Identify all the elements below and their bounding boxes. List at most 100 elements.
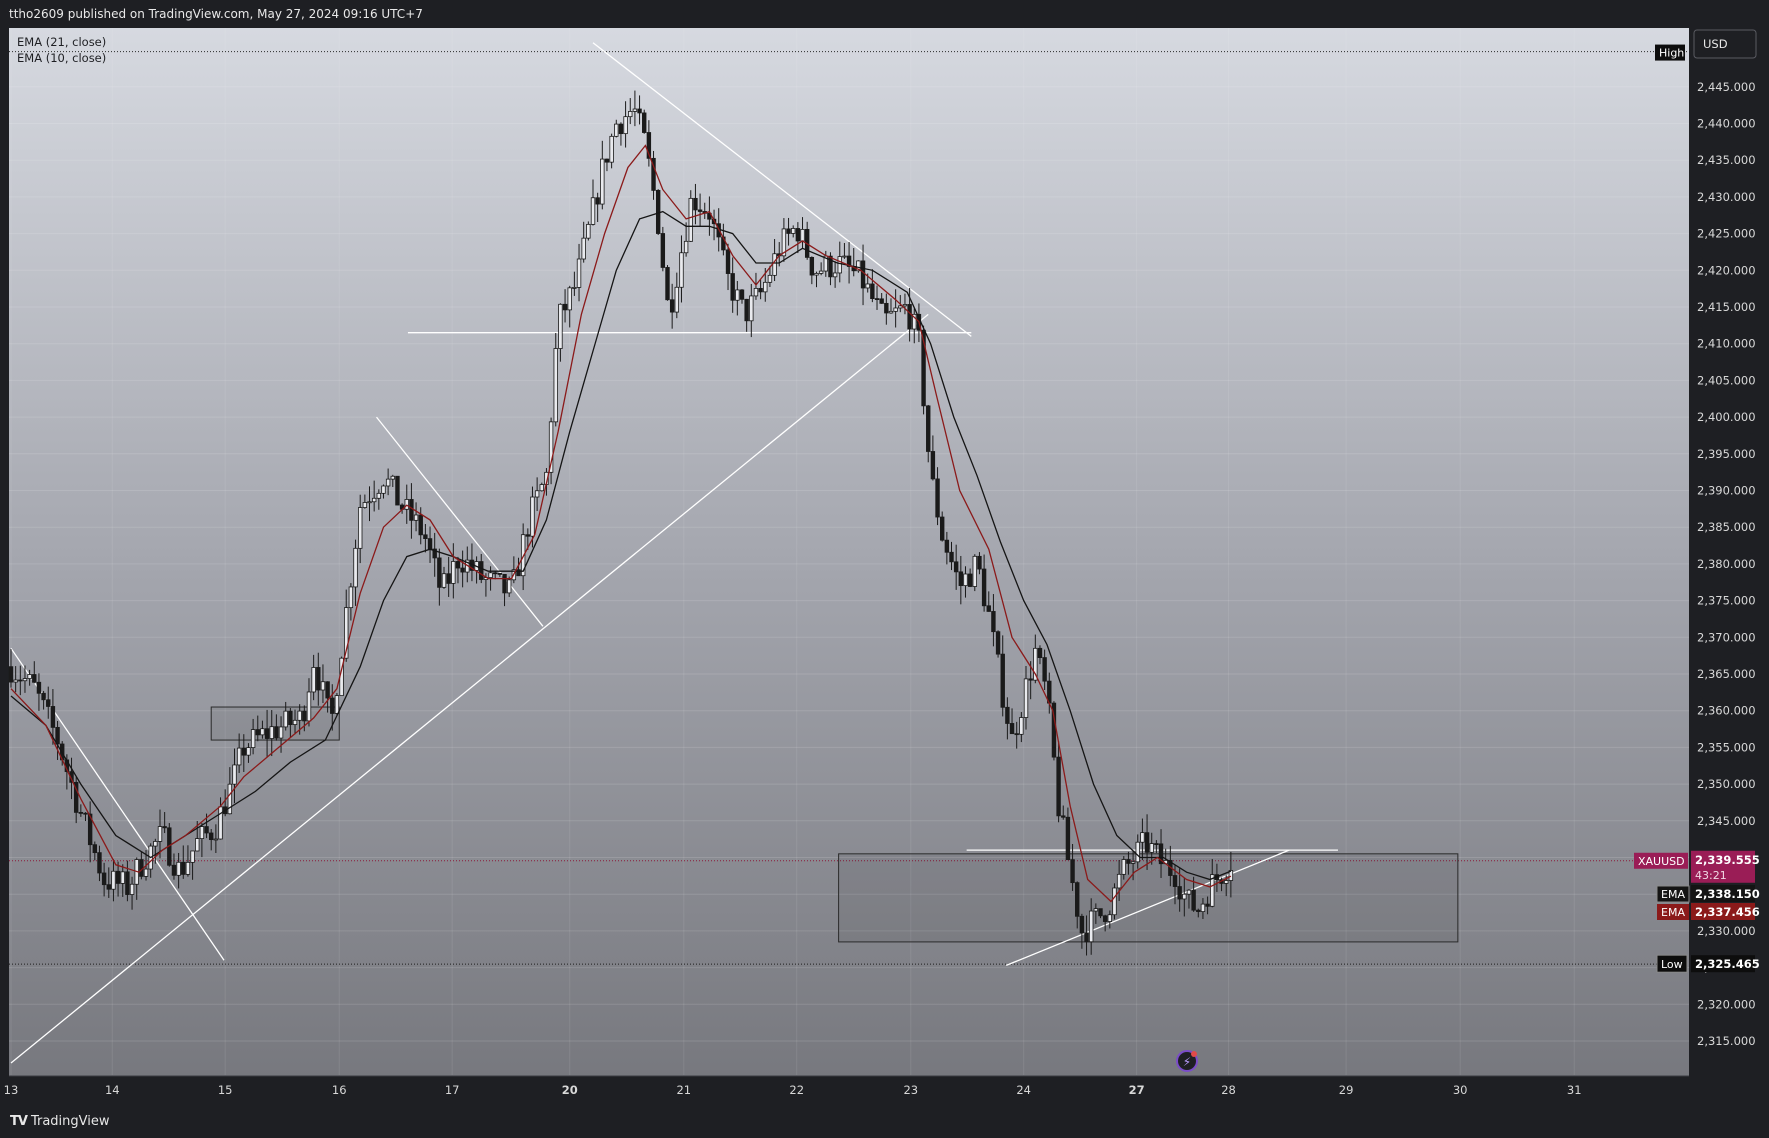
candle-body [13,679,18,683]
trendline[interactable] [375,416,544,627]
candle-body [655,189,661,234]
candle-body [1186,889,1192,895]
candle-body [749,295,754,322]
candle [614,119,619,138]
candle-body [41,692,46,701]
candle [967,568,973,588]
candle-body [781,228,787,257]
lightning-icon[interactable]: ⚡ [1176,1050,1198,1072]
ema21-value-tag-text: 2,338.150 [1695,887,1760,901]
candle [185,845,191,877]
candle [83,812,88,822]
price-tick-label: 2,445.000 [1697,80,1756,94]
currency-button-label[interactable]: USD [1703,37,1728,51]
candle-body [1014,733,1019,736]
price-tick-label: 2,395.000 [1697,447,1756,461]
candle-body [548,421,554,473]
candle-body [870,283,875,299]
candle-body [912,313,917,330]
candle-body [1224,880,1229,884]
candle [576,243,582,302]
trendline[interactable] [10,313,929,1064]
candle [227,767,233,815]
ema21-tag: EMA [1656,885,1690,903]
tradingview-logo[interactable]: 𝗧𝗩 TradingView [10,1111,109,1131]
candle-body [1144,832,1150,853]
candle-body [907,304,912,330]
candle-body [306,691,312,722]
candle [604,158,610,172]
candle-body [441,573,447,588]
candle [171,853,177,880]
candle [255,715,260,742]
candle-body [395,475,400,506]
time-axis[interactable]: 13 14 15 16 17 20 21 22 23 24 27 28 29 30 31 [0,1075,1769,1102]
candle-body [446,573,451,584]
candle-body [995,631,1001,655]
candle [78,804,84,817]
candle-body [1205,903,1210,907]
drawings[interactable] [10,42,1459,1064]
candle [628,98,633,125]
candle [818,262,824,276]
time-tick-label: 15 [218,1083,233,1097]
currency-button[interactable]: USD [1693,29,1757,59]
candle [153,838,158,864]
candle-body [506,579,512,594]
candle [111,859,116,902]
candle-body [1196,909,1201,912]
candle [879,293,884,304]
candle-body [232,764,237,785]
price-axis[interactable]: 2,315.0002,320.0002,325.0002,330.0002,33… [1689,28,1769,1102]
candle-body [1107,914,1113,922]
price-tick-label: 2,440.000 [1697,117,1756,131]
symbol-tag: XAUUSD [1634,852,1688,869]
zone-box[interactable] [838,853,1459,943]
candle-body [302,710,307,722]
trendline[interactable] [1005,849,1290,966]
candle-body [455,561,461,569]
candle-body [32,674,37,683]
candle [1037,645,1043,665]
candle-body [744,298,749,322]
candle [646,120,652,167]
ema21-legend[interactable]: EMA (21, close) [17,35,107,49]
ema10-tag-bg [1657,904,1689,920]
candle-body [423,534,428,540]
candle-body [157,826,163,842]
candle-body [493,572,498,575]
candle [432,532,437,577]
candle-body [409,499,414,521]
candle [1088,898,1094,955]
price-axis-bg [1689,28,1769,1102]
candle-body [697,209,703,212]
candle [870,269,875,303]
ema10-value-tag: 2,337.456 [1691,903,1760,920]
candle [651,150,656,200]
candle-body [637,108,642,114]
candle [306,678,312,727]
candle-body [143,868,149,877]
price-tick-label: 2,405.000 [1697,373,1756,387]
price-tick-label: 2,375.000 [1697,594,1756,608]
last-price-tag: 2,339.555 43:21 [1691,850,1760,883]
candle-body [413,514,419,521]
candle [1140,818,1145,861]
time-tick-label: 28 [1221,1083,1236,1097]
trendline[interactable] [592,42,972,337]
candle-body [283,710,288,728]
candle-body [865,283,870,289]
candle-body [669,299,675,313]
candle-body [502,574,507,594]
candle [1154,840,1159,854]
ema10-legend[interactable]: EMA (10, close) [17,51,107,65]
candle [1102,914,1108,932]
candle [1135,834,1140,869]
candle [413,502,419,532]
candle-body [516,569,521,577]
candle-body [618,123,624,135]
candle [940,511,945,542]
candle-body [860,260,866,289]
candle [814,271,819,288]
